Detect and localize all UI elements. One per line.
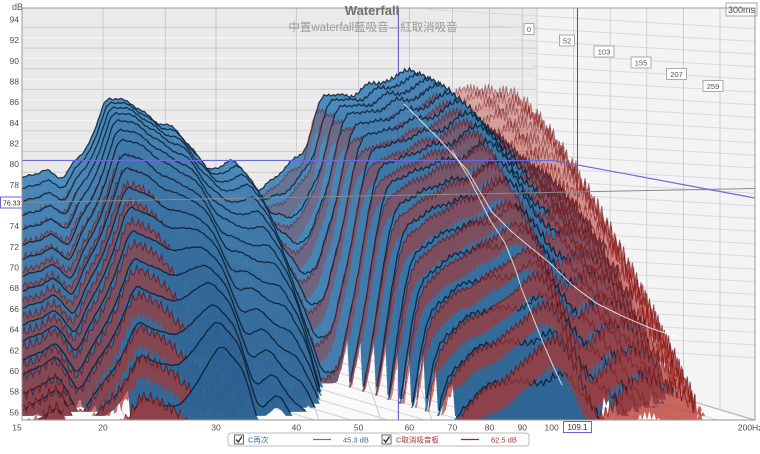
- svg-text:15: 15: [12, 423, 22, 433]
- svg-text:Waterfall: Waterfall: [345, 3, 399, 18]
- svg-text:74: 74: [10, 221, 20, 231]
- svg-text:20: 20: [98, 423, 108, 433]
- svg-text:103: 103: [598, 47, 611, 56]
- svg-text:56: 56: [10, 407, 20, 417]
- svg-text:76.33: 76.33: [3, 200, 21, 207]
- svg-text:70: 70: [448, 423, 458, 433]
- svg-text:C取消吸音板: C取消吸音板: [396, 435, 439, 445]
- svg-text:A: A: [654, 403, 659, 410]
- svg-text:80: 80: [10, 159, 20, 169]
- svg-text:45.3 dB: 45.3 dB: [343, 436, 369, 445]
- svg-text:60: 60: [405, 423, 415, 433]
- svg-text:70: 70: [10, 263, 20, 273]
- svg-text:200: 200: [738, 423, 752, 433]
- svg-text:259: 259: [707, 82, 720, 91]
- svg-text:0: 0: [527, 25, 531, 34]
- svg-text:82: 82: [10, 139, 20, 149]
- svg-text:A: A: [698, 406, 703, 413]
- svg-text:72: 72: [10, 242, 20, 252]
- svg-text:100: 100: [545, 423, 559, 433]
- svg-text:66: 66: [10, 304, 20, 314]
- svg-text:52: 52: [563, 36, 571, 45]
- svg-text:68: 68: [10, 283, 20, 293]
- svg-text:dB: dB: [12, 2, 23, 12]
- svg-text:40: 40: [292, 423, 302, 433]
- svg-text:58: 58: [10, 387, 20, 397]
- svg-text:84: 84: [10, 118, 20, 128]
- svg-text:30: 30: [211, 423, 221, 433]
- svg-text:300ms: 300ms: [728, 5, 756, 15]
- svg-text:Hz: Hz: [752, 423, 760, 433]
- svg-text:62.5 dB: 62.5 dB: [491, 436, 517, 445]
- svg-text:A: A: [610, 400, 615, 407]
- svg-text:109.1: 109.1: [567, 423, 588, 432]
- svg-text:62: 62: [10, 345, 20, 355]
- svg-text:88: 88: [10, 76, 20, 86]
- svg-text:207: 207: [670, 70, 683, 79]
- svg-text:90: 90: [518, 423, 528, 433]
- svg-text:80: 80: [485, 423, 495, 433]
- svg-text:60: 60: [10, 366, 20, 376]
- svg-text:92: 92: [10, 35, 20, 45]
- svg-text:155: 155: [635, 58, 648, 67]
- svg-text:94: 94: [10, 14, 20, 24]
- svg-text:90: 90: [10, 56, 20, 66]
- svg-text:中置waterfall藍吸音—紅取消吸音: 中置waterfall藍吸音—紅取消吸音: [288, 20, 457, 34]
- svg-text:86: 86: [10, 97, 20, 107]
- svg-text:50: 50: [354, 423, 364, 433]
- svg-text:64: 64: [10, 325, 20, 335]
- svg-text:C再次: C再次: [248, 435, 269, 445]
- svg-text:78: 78: [10, 180, 20, 190]
